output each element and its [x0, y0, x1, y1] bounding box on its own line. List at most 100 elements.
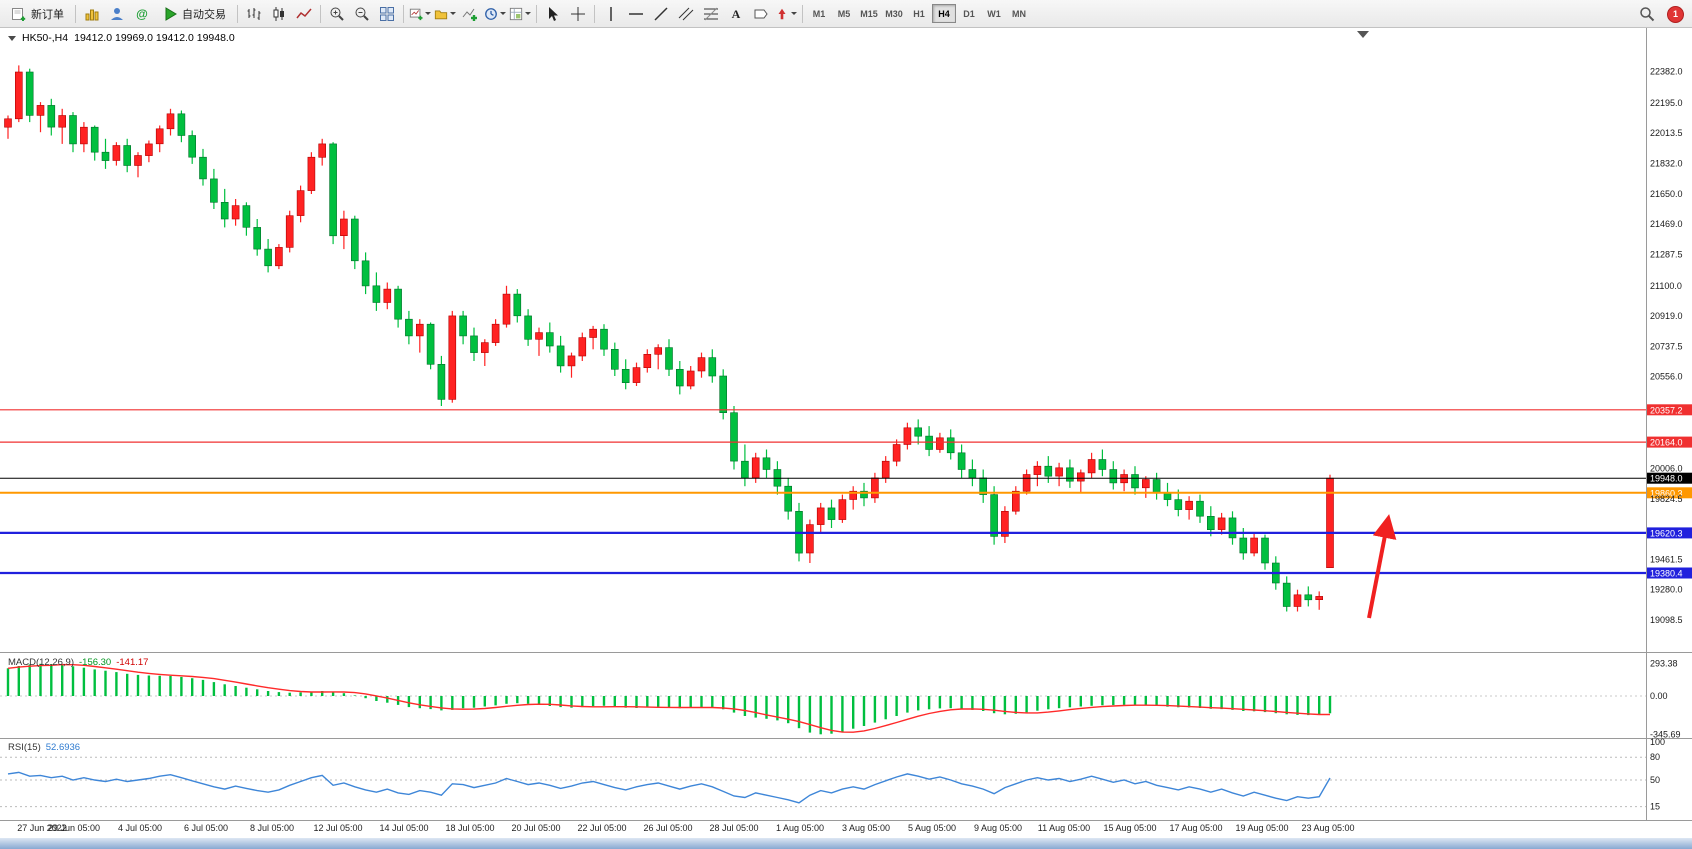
label-button[interactable]: [749, 3, 773, 25]
new-chart-icon: [409, 8, 423, 20]
search-button[interactable]: [1635, 3, 1659, 25]
period-d1-button[interactable]: D1: [957, 4, 981, 23]
channel-icon: [678, 7, 694, 20]
rsi-axis-label: 100: [1650, 737, 1665, 747]
vertical-line-icon: [610, 6, 612, 21]
profile-button[interactable]: [105, 3, 129, 25]
time-axis-label: 27 Jun 2022: [17, 823, 67, 833]
period-h4-button[interactable]: H4: [932, 4, 956, 23]
new-chart-button[interactable]: [408, 3, 432, 25]
price-axis-label: 19280.0: [1650, 585, 1683, 595]
trendline-button[interactable]: [649, 3, 673, 25]
one-click-trading-toggle[interactable]: [8, 35, 16, 41]
chart-profiles-button[interactable]: [433, 3, 457, 25]
toolbar-separator: [403, 4, 404, 23]
macd-axis-label: 0.00: [1650, 691, 1668, 701]
crosshair-button[interactable]: [566, 3, 590, 25]
period-m5-button[interactable]: M5: [832, 4, 856, 23]
price-axis-tag-label: 20164.0: [1650, 438, 1683, 448]
text-button[interactable]: A: [724, 3, 748, 25]
bottom-gradient-strip: [0, 838, 1692, 849]
time-axis-label: 6 Jul 05:00: [184, 823, 228, 833]
price-axis-tag-label: 19380.4: [1650, 569, 1683, 579]
new-order-button[interactable]: 新订单: [4, 3, 71, 25]
period-m1-button[interactable]: M1: [807, 4, 831, 23]
zoom-in-icon: [330, 7, 344, 21]
price-axis-label: 21650.0: [1650, 189, 1683, 199]
rsi-name: RSI(15): [8, 742, 41, 753]
time-axis-label: 22 Jul 05:00: [577, 823, 626, 833]
chevron-down-icon: [450, 12, 456, 15]
price-axis-tag: [1647, 567, 1692, 579]
price-axis-label: 19461.5: [1650, 554, 1683, 564]
vertical-line-button[interactable]: [599, 3, 623, 25]
indicators-button[interactable]: [458, 3, 482, 25]
annotation-arrow-up[interactable]: [1367, 514, 1397, 619]
timeframes-button[interactable]: [483, 3, 507, 25]
profile-icon: [111, 7, 123, 20]
toolbar-right-group: 1: [1635, 3, 1684, 25]
macd-name: MACD(12,26,9): [8, 657, 74, 668]
price-axis-label: 20006.0: [1650, 464, 1683, 474]
chevron-down-icon: [791, 12, 797, 15]
arrow-object-icon: [778, 8, 786, 19]
line-chart-button[interactable]: [292, 3, 316, 25]
new-order-label: 新订单: [31, 8, 64, 21]
macd-indicator-label: MACD(12,26,9) -156.30 -141.17: [8, 657, 148, 668]
candlestick-chart-button[interactable]: [267, 3, 291, 25]
zoom-out-button[interactable]: [350, 3, 374, 25]
time-axis-label: 14 Jul 05:00: [379, 823, 428, 833]
notification-badge[interactable]: 1: [1667, 5, 1684, 23]
price-axis-label: 21469.0: [1650, 219, 1683, 229]
auto-trading-icon: [165, 6, 177, 21]
bar-chart-button[interactable]: [242, 3, 266, 25]
period-m30-button[interactable]: M30: [882, 4, 906, 23]
time-axis-label: 29 Jun 05:00: [48, 823, 100, 833]
horizontal-line-button[interactable]: [624, 3, 648, 25]
period-w1-button[interactable]: W1: [982, 4, 1006, 23]
charts-button[interactable]: [80, 3, 104, 25]
period-mn-button[interactable]: MN: [1007, 4, 1031, 23]
price-axis-label: 21100.0: [1650, 281, 1682, 291]
period-h1-button[interactable]: H1: [907, 4, 931, 23]
community-button[interactable]: @: [130, 3, 154, 25]
tile-windows-icon: [380, 6, 394, 21]
time-axis-label: 20 Jul 05:00: [511, 823, 560, 833]
auto-trading-button[interactable]: 自动交易: [155, 3, 233, 25]
rsi-line: [7, 771, 1331, 804]
zoom-in-button[interactable]: [325, 3, 349, 25]
ohlc-bars-icon: [247, 7, 261, 20]
time-axis-label: 9 Aug 05:00: [974, 823, 1022, 833]
new-order-icon: [12, 7, 26, 21]
toolbar-separator: [237, 4, 238, 23]
templates-button[interactable]: [508, 3, 532, 25]
tile-windows-button[interactable]: [375, 3, 399, 25]
fibonacci-button[interactable]: [699, 3, 723, 25]
crosshair-icon: [571, 6, 585, 21]
horizontal-line-icon: [629, 12, 643, 15]
price-axis-label: 19098.5: [1650, 615, 1683, 625]
time-axis-label: 18 Jul 05:00: [445, 823, 494, 833]
chevron-down-icon: [425, 12, 431, 15]
rsi-axis-label: 50: [1650, 775, 1660, 785]
price-axis-label: 21832.0: [1650, 159, 1683, 169]
chart-area[interactable]: 20357.2 20164.0 19948.0 19860.3 19620.3 19380…: [0, 28, 1692, 838]
period-m15-button[interactable]: M15: [857, 4, 881, 23]
arrows-button[interactable]: [774, 3, 798, 25]
clock-icon: [485, 7, 497, 20]
price-axis-label: 19824.5: [1650, 494, 1683, 504]
trendline-icon: [654, 6, 668, 21]
cursor-button[interactable]: [541, 3, 565, 25]
chart-shift-marker[interactable]: [1357, 31, 1369, 38]
price-axis-tag-label: 19948.0: [1650, 474, 1683, 484]
toolbar-separator: [536, 4, 537, 23]
candlestick-icon: [273, 6, 284, 21]
search-icon: [1640, 7, 1655, 22]
toolbar-separator: [802, 4, 803, 23]
price-axis-label: 20737.5: [1650, 341, 1683, 351]
price-axis-tag: [1647, 404, 1692, 416]
text-icon: A: [731, 6, 741, 21]
equidistant-channel-button[interactable]: [674, 3, 698, 25]
time-axis-label: 17 Aug 05:00: [1169, 823, 1222, 833]
